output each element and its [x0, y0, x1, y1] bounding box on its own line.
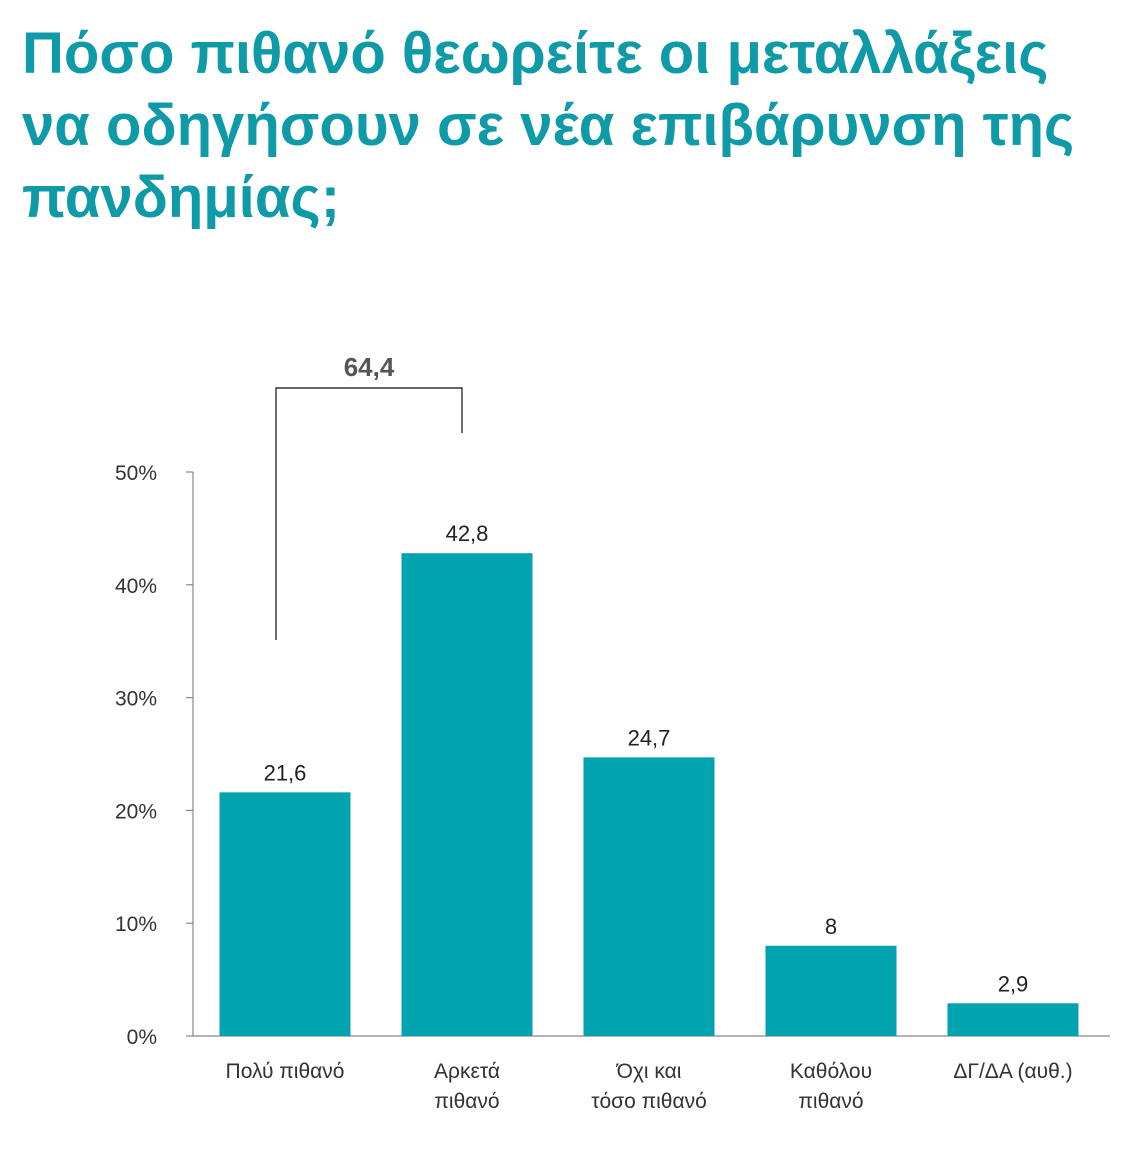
data-label: 8 — [825, 914, 837, 939]
bar — [401, 553, 533, 1036]
y-tick-label: 0% — [127, 1026, 157, 1049]
bar — [583, 757, 715, 1036]
y-tick-label: 50% — [115, 462, 157, 485]
data-label: 2,9 — [998, 971, 1029, 996]
y-tick-label: 40% — [115, 575, 157, 598]
category-labels: Πολύ πιθανό Αρκετά πιθανό Όχι και τόσο πιθαν… — [226, 1060, 1073, 1113]
chart-title: Πόσο πιθανό θεωρείτε οι μεταλλάξεις να ο… — [22, 21, 1075, 230]
value-labels: 21,6 42,8 24,7 8 2,9 — [264, 521, 1029, 996]
bars — [219, 553, 1079, 1036]
bracket-label: 64,4 — [344, 352, 395, 382]
category-label: Αρκετά πιθανό — [434, 1060, 500, 1113]
bar — [765, 945, 897, 1036]
data-label: 42,8 — [446, 521, 489, 546]
y-tick-label: 20% — [115, 800, 157, 823]
bar — [219, 792, 351, 1036]
bar — [947, 1003, 1079, 1036]
data-label: 21,6 — [264, 760, 307, 785]
data-label: 24,7 — [628, 725, 671, 750]
category-label: Πολύ πιθανό — [226, 1060, 345, 1083]
category-label: ΔΓ/ΔΑ (αυθ.) — [953, 1060, 1072, 1083]
category-label: Όχι και τόσο πιθανό — [591, 1060, 707, 1113]
y-tick-label: 30% — [115, 688, 157, 711]
category-label: Καθόλου πιθανό — [790, 1060, 872, 1113]
bracket-annotation: 64,4 — [275, 352, 463, 640]
y-tick-label: 10% — [115, 913, 157, 936]
bracket-line — [275, 387, 463, 640]
